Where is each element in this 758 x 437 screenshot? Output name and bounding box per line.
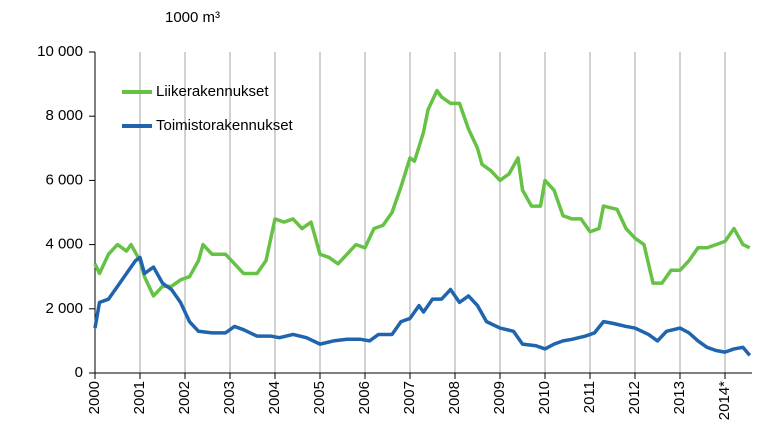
legend-label: Liikerakennukset (156, 83, 269, 100)
y-unit-label: 1000 m³ (165, 9, 220, 26)
x-tick-label: 2008 (446, 381, 463, 414)
x-tick-label: 2010 (536, 381, 553, 414)
x-tick-label: 2006 (356, 381, 373, 414)
x-tick-label: 2012 (626, 381, 643, 414)
x-tick-label: 2014* (716, 381, 733, 420)
x-tick-label: 2000 (86, 381, 103, 414)
y-tick-label: 2 000 (45, 300, 83, 317)
x-tick-label: 2011 (581, 381, 598, 413)
series-line (93, 255, 752, 357)
y-tick-label: 10 000 (37, 43, 83, 60)
x-tick-label: 2007 (401, 381, 418, 414)
y-tick-label: 4 000 (45, 236, 83, 253)
y-tick-label: 8 000 (45, 107, 83, 124)
legend-label: Toimistorakennukset (156, 117, 294, 134)
x-tick-label: 2004 (266, 381, 283, 414)
x-tick-label: 2009 (491, 381, 508, 414)
x-tick-label: 2001 (131, 381, 148, 414)
series-line (93, 88, 751, 298)
y-tick-label: 0 (75, 364, 83, 381)
x-tick-label: 2005 (311, 381, 328, 414)
y-tick-label: 6 000 (45, 171, 83, 188)
x-tick-label: 2003 (221, 381, 238, 414)
x-tick-label: 2002 (176, 381, 193, 414)
x-tick-label: 2013 (671, 381, 688, 414)
